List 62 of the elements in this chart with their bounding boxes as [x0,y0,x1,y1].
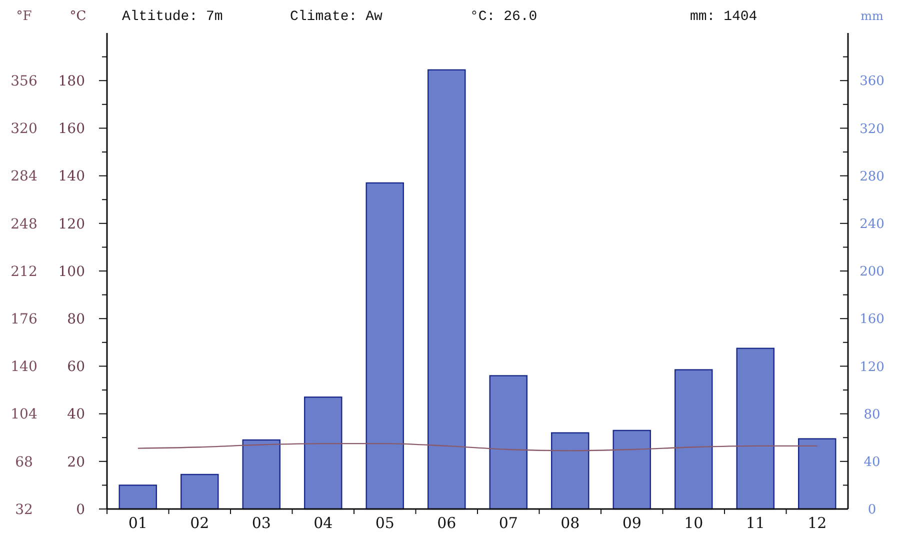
y-axis-title: °C [70,9,86,24]
y3-tick-label: 248 [10,216,38,232]
line-series [137,442,818,452]
y2-tick-label: 80 [864,407,880,422]
y-tick-label: 20 [67,454,85,470]
y2-axis-title: mm [860,9,884,23]
y3-tick-label: 284 [10,168,38,185]
x-tick-label: 10 [684,514,704,532]
bar [304,396,342,510]
text: Climate: Aw [290,9,384,25]
x-tick-label: 11 [746,514,765,532]
x-tick-label: 06 [437,514,456,532]
y2-tick-label: 320 [860,122,884,137]
y-tick-label: 160 [58,121,85,138]
y-tick-label: 180 [58,74,85,90]
x-tick-label: 02 [190,514,210,532]
text: mm: 1404 [690,9,758,25]
y-tick-label: 120 [58,216,85,232]
y3-tick-label: 176 [10,312,38,328]
y-tick-label: 0 [76,502,85,518]
y3-axis-title: °F [16,9,32,24]
bar [428,69,466,510]
y2-tick-label: 120 [860,360,884,375]
y2-tick-label: 280 [860,169,884,184]
bar [612,430,651,510]
y-tick-label: 100 [58,264,85,280]
bar [736,348,774,510]
y2-tick-label: 360 [860,74,884,90]
text: Altitude: 7m [122,9,223,25]
bar [489,375,528,510]
bar [242,439,280,510]
y2-tick-label: 160 [860,312,884,328]
y3-tick-label: 140 [10,359,38,376]
x-tick-label: 01 [128,514,148,532]
y3-tick-label: 104 [10,406,38,423]
y-tick-label: 40 [67,406,85,423]
x-tick-label: 04 [314,514,333,532]
bar [180,474,219,510]
y2-tick-label: 200 [860,264,884,280]
bar [674,369,713,510]
y2-tick-label: 240 [860,216,884,232]
bar [551,432,590,510]
x-tick-label: 08 [560,514,580,532]
x-tick-label: 03 [252,514,271,532]
y-tick-label: 80 [67,312,85,328]
x-tick-label: 09 [622,514,642,532]
bar [366,182,404,510]
y3-tick-label: 320 [10,121,38,138]
y3-tick-label: 68 [15,454,33,470]
y3-tick-label: 212 [10,264,38,280]
x-tick-label: 05 [375,514,394,532]
y-tick-label: 60 [67,359,85,376]
x-tick-label: 12 [808,514,827,532]
y2-tick-label: 0 [868,502,876,518]
y-tick-label: 140 [58,168,85,185]
bar [798,438,836,510]
x-tick-label: 07 [498,514,518,532]
bar [118,484,157,510]
text: °C: 26.0 [470,9,538,25]
y3-tick-label: 32 [15,502,33,518]
y3-tick-label: 356 [10,74,38,90]
y2-tick-label: 40 [864,454,880,470]
